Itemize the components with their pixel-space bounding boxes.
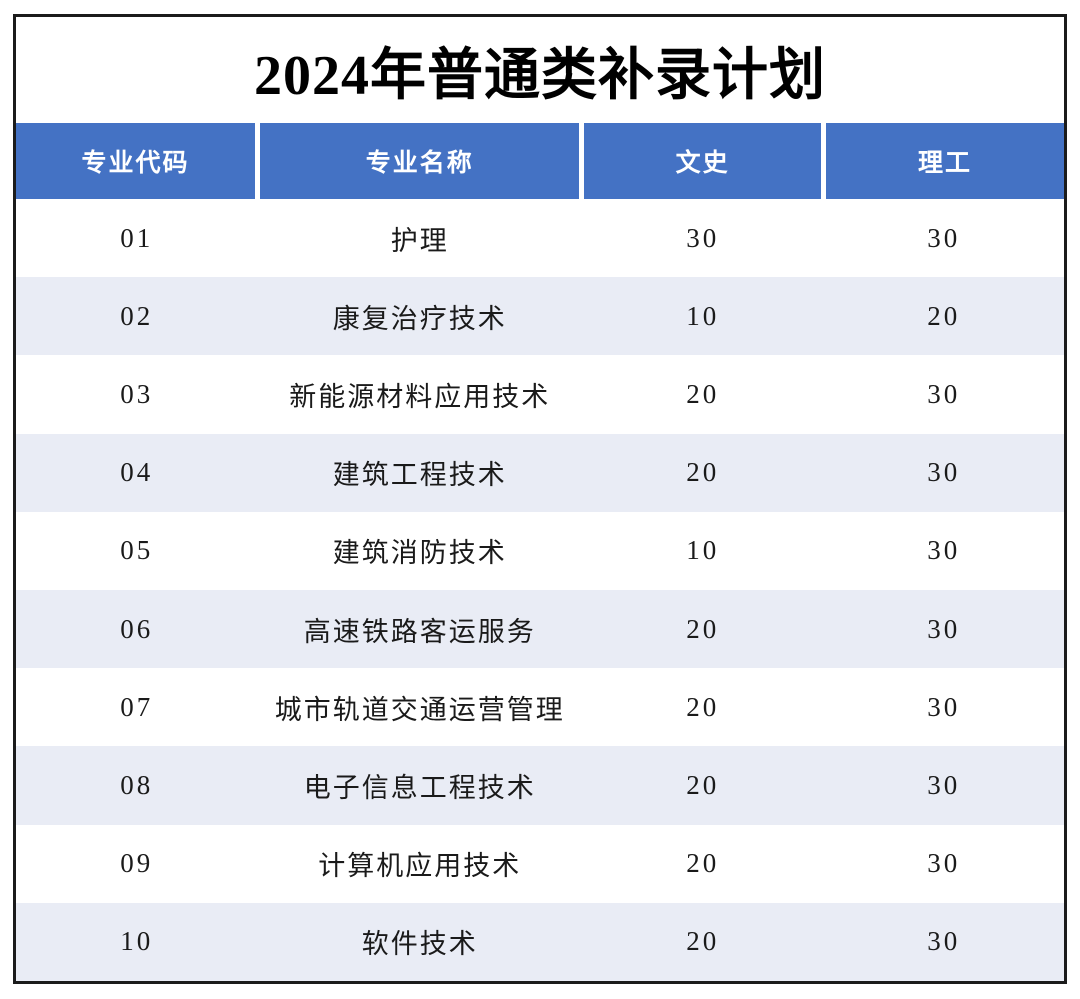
liberal-arts-quota-cell: 10 [581, 277, 824, 356]
table-row: 01 护理 30 30 [16, 199, 1064, 278]
title-area: 2024年普通类补录计划 [16, 17, 1064, 123]
major-code-cell: 02 [16, 277, 258, 356]
table-row: 10 软件技术 20 30 [16, 902, 1064, 981]
science-quota-cell: 30 [823, 824, 1064, 903]
major-name-cell: 城市轨道交通运营管理 [257, 668, 582, 747]
page-title: 2024年普通类补录计划 [254, 44, 826, 107]
table-row: 07 城市轨道交通运营管理 20 30 [16, 668, 1064, 747]
major-name-cell: 计算机应用技术 [257, 824, 582, 903]
major-code-cell: 10 [16, 902, 258, 981]
major-name-cell: 新能源材料应用技术 [257, 355, 582, 434]
column-header-science: 理工 [820, 123, 1064, 199]
table-row: 06 高速铁路客运服务 20 30 [16, 589, 1064, 669]
major-name-cell: 康复治疗技术 [257, 277, 582, 356]
major-name-cell: 软件技术 [257, 902, 582, 981]
table-frame: 2024年普通类补录计划 专业代码 专业名称 文史 理工 01 护理 30 30 02 康… [13, 14, 1067, 984]
major-name-cell: 高速铁路客运服务 [257, 589, 582, 669]
major-code-cell: 06 [16, 589, 258, 669]
science-quota-cell: 30 [823, 433, 1064, 512]
major-code-cell: 04 [16, 433, 258, 512]
science-quota-cell: 30 [823, 355, 1064, 434]
science-quota-cell: 30 [823, 902, 1064, 981]
column-header-liberal-arts: 文史 [579, 123, 824, 199]
table-row: 03 新能源材料应用技术 20 30 [16, 355, 1064, 434]
liberal-arts-quota-cell: 20 [581, 433, 824, 512]
liberal-arts-quota-cell: 20 [581, 824, 824, 903]
column-header-major-code: 专业代码 [16, 123, 258, 199]
major-name-cell: 电子信息工程技术 [257, 746, 582, 825]
major-code-cell: 08 [16, 746, 258, 825]
liberal-arts-quota-cell: 20 [581, 902, 824, 981]
science-quota-cell: 30 [823, 511, 1064, 590]
major-code-cell: 07 [16, 668, 258, 747]
column-header-major-name: 专业名称 [255, 123, 582, 199]
major-name-cell: 护理 [257, 199, 582, 278]
major-name-cell: 建筑工程技术 [257, 433, 582, 512]
science-quota-cell: 30 [823, 668, 1064, 747]
major-code-cell: 03 [16, 355, 258, 434]
science-quota-cell: 20 [823, 277, 1064, 356]
enrollment-plan-table: 专业代码 专业名称 文史 理工 01 护理 30 30 02 康复治疗技术 10 20 03 新能… [16, 123, 1064, 981]
liberal-arts-quota-cell: 20 [581, 355, 824, 434]
science-quota-cell: 30 [823, 746, 1064, 825]
science-quota-cell: 30 [823, 199, 1064, 278]
liberal-arts-quota-cell: 20 [581, 746, 824, 825]
major-code-cell: 09 [16, 824, 258, 903]
major-code-cell: 05 [16, 511, 258, 590]
major-name-cell: 建筑消防技术 [257, 511, 582, 590]
liberal-arts-quota-cell: 20 [581, 668, 824, 747]
header-row: 专业代码 专业名称 文史 理工 [16, 123, 1064, 199]
liberal-arts-quota-cell: 20 [581, 589, 824, 669]
liberal-arts-quota-cell: 10 [581, 511, 824, 590]
table-row: 08 电子信息工程技术 20 30 [16, 746, 1064, 825]
table-row: 09 计算机应用技术 20 30 [16, 824, 1064, 903]
major-code-cell: 01 [16, 199, 258, 278]
liberal-arts-quota-cell: 30 [581, 199, 824, 278]
table-row: 02 康复治疗技术 10 20 [16, 277, 1064, 356]
table-row: 04 建筑工程技术 20 30 [16, 433, 1064, 512]
science-quota-cell: 30 [823, 589, 1064, 669]
table-row: 05 建筑消防技术 10 30 [16, 511, 1064, 590]
